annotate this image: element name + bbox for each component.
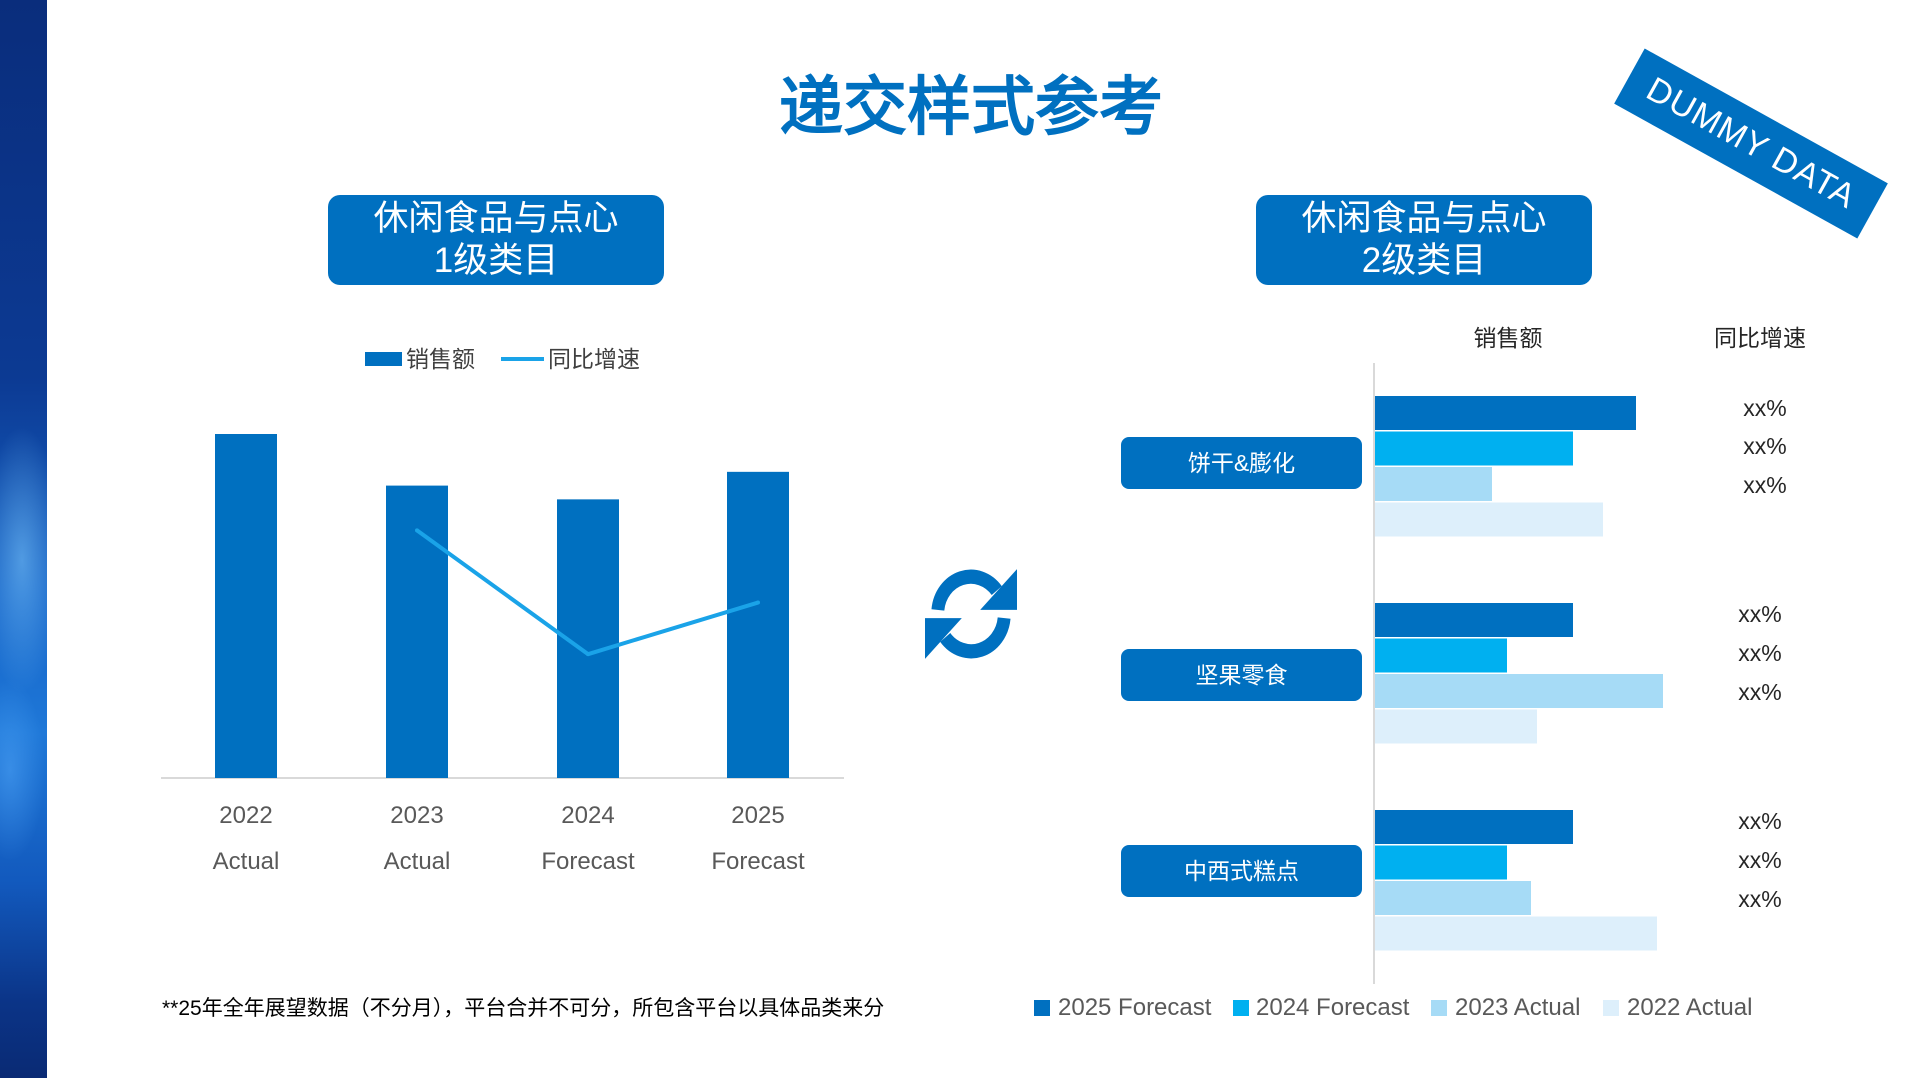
yoy-label: xx% <box>1743 395 1787 421</box>
legend-yoy-swatch <box>501 357 544 361</box>
x-tick-label: 2025 Forecast <box>678 793 838 885</box>
page-title: 递交样式参考 <box>779 71 1163 143</box>
yoy-growth-series <box>415 528 760 657</box>
yoy-point-2024 <box>586 652 590 657</box>
bar-2023-actual-category-3 <box>1375 881 1531 915</box>
column-header-yoy: 同比增速 <box>1714 325 1806 351</box>
right-category-header: 休闲食品与点心 2级类目 <box>1256 195 1592 285</box>
sales-bar-2023 <box>386 485 448 778</box>
yoy-point-2025 <box>756 600 760 605</box>
left-header-line-2: 1级类目 <box>433 241 559 280</box>
x-tick-year: 2022 <box>219 802 273 829</box>
yoy-point-2023 <box>415 528 419 533</box>
bar-2025-forecast-category-3 <box>1375 810 1573 844</box>
x-tick-type: Forecast <box>711 848 805 875</box>
legend-sales-swatch <box>365 352 402 366</box>
legend-swatch-2023-actual <box>1431 1000 1447 1016</box>
yoy-label: xx% <box>1738 808 1782 834</box>
legend-label-2022-actual: 2022 Actual <box>1627 994 1753 1021</box>
x-tick-type: Forecast <box>541 848 635 875</box>
x-tick-type: Actual <box>212 848 280 875</box>
yoy-label: xx% <box>1738 679 1782 705</box>
x-tick-label: 2023 Actual <box>337 793 497 885</box>
bar-2024-forecast-category-2 <box>1375 638 1507 673</box>
bar-2024-forecast-category-1 <box>1375 431 1573 466</box>
legend-yoy-label: 同比增速 <box>548 346 640 372</box>
yoy-label: xx% <box>1743 472 1787 498</box>
sync-arrowhead-top <box>980 569 1017 610</box>
yoy-label: xx% <box>1738 847 1782 873</box>
yoy-label: xx% <box>1743 433 1787 459</box>
x-tick-label: 2022 Actual <box>166 793 326 885</box>
x-tick-year: 2023 <box>390 802 444 829</box>
category-bars <box>1375 396 1663 951</box>
bar-2023-actual-category-1 <box>1375 467 1492 501</box>
x-tick-year: 2025 <box>731 802 785 829</box>
left-header-line-1: 休闲食品与点心 <box>373 199 619 238</box>
bar-2022-actual-category-2 <box>1375 709 1537 744</box>
legend-label-2024-forecast: 2024 Forecast <box>1256 994 1410 1021</box>
legend-label-2025-forecast: 2025 Forecast <box>1058 994 1212 1021</box>
sync-arc-bottom <box>940 616 1011 659</box>
legend-swatch-2022-actual <box>1603 1000 1619 1016</box>
left-category-header: 休闲食品与点心 1级类目 <box>328 195 664 285</box>
sales-bar-2024 <box>557 499 619 778</box>
right-header-line-2: 2级类目 <box>1361 241 1487 280</box>
yoy-label: xx% <box>1738 640 1782 666</box>
sales-bar-2025 <box>727 471 789 778</box>
legend-label-2023-actual: 2023 Actual <box>1455 994 1581 1021</box>
dummy-data-stamp: DUMMY DATA <box>1614 48 1888 239</box>
sync-icon <box>925 569 1017 659</box>
x-tick-year: 2024 <box>561 802 615 829</box>
bar-2022-actual-category-3 <box>1375 916 1657 951</box>
bar-2025-forecast-category-1 <box>1375 396 1636 430</box>
category-label: 饼干&膨化 <box>1121 437 1362 489</box>
yoy-label: xx% <box>1738 601 1782 627</box>
category-label: 中西式糕点 <box>1121 845 1362 897</box>
column-header-sales: 销售额 <box>1473 325 1543 351</box>
bar-2023-actual-category-2 <box>1375 674 1663 708</box>
footnote: **25年全年展望数据（不分月），平台合并不可分，所包含平台以具体品类来分 <box>162 997 885 1020</box>
right-header-line-1: 休闲食品与点心 <box>1301 199 1547 238</box>
sales-bars <box>215 434 789 778</box>
bar-2022-actual-category-1 <box>1375 502 1603 537</box>
legend-swatch-2025-forecast <box>1034 1000 1050 1016</box>
sync-arc-top <box>931 569 1002 612</box>
x-tick-type: Actual <box>383 848 451 875</box>
decorative-side-strip <box>0 0 47 1078</box>
yoy-label: xx% <box>1738 886 1782 912</box>
legend-swatch-2024-forecast <box>1233 1000 1249 1016</box>
sync-arrowhead-bottom <box>925 618 962 659</box>
bar-2024-forecast-category-3 <box>1375 845 1507 880</box>
category-label: 坚果零食 <box>1121 649 1362 701</box>
legend-sales-label: 销售额 <box>406 346 475 372</box>
yoy-growth-line <box>415 528 759 657</box>
sales-bar-2022 <box>215 434 277 778</box>
x-tick-label: 2024 Forecast <box>508 793 668 885</box>
bar-2025-forecast-category-2 <box>1375 603 1573 637</box>
